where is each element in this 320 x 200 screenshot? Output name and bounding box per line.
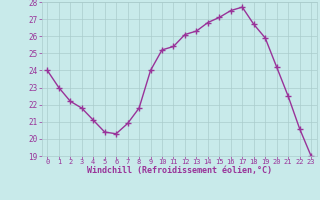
X-axis label: Windchill (Refroidissement éolien,°C): Windchill (Refroidissement éolien,°C) (87, 166, 272, 175)
